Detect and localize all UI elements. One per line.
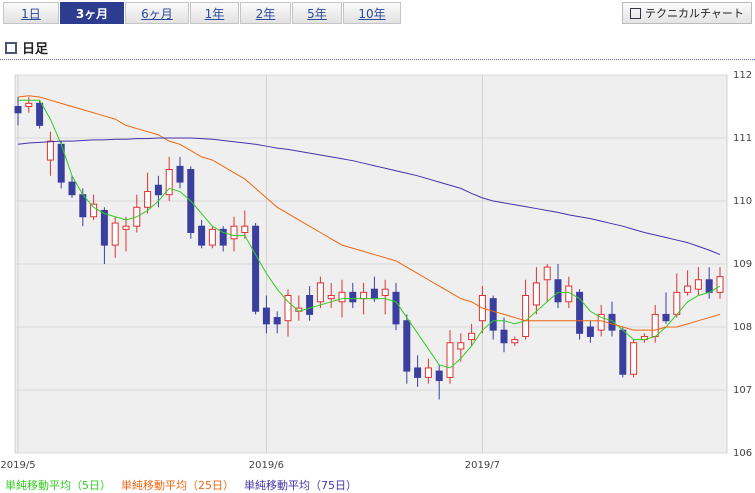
technical-chart-button[interactable]: テクニカルチャート	[622, 2, 752, 24]
moving-average-line	[17, 95, 721, 331]
y-tick-label: 108	[733, 322, 752, 333]
candle-body	[176, 165, 184, 183]
candle-body	[36, 102, 44, 126]
candle-body	[25, 102, 33, 107]
candle-body	[165, 169, 173, 196]
candle-body	[381, 288, 389, 297]
candle-body	[370, 288, 378, 300]
candle-body	[122, 225, 130, 230]
moving-average-line	[17, 137, 721, 256]
candle-body	[662, 313, 670, 322]
candle-body	[532, 282, 540, 306]
legend-entry: 単純移動平均（25日）	[121, 479, 234, 492]
y-tick-label: 107	[733, 385, 752, 396]
candle-body	[79, 194, 87, 218]
candle-body	[694, 279, 702, 290]
candle-body	[360, 291, 368, 300]
candle-body	[316, 282, 324, 303]
candle-body	[208, 228, 216, 246]
candle-body	[543, 266, 551, 281]
candle-body	[716, 276, 724, 293]
tab[interactable]: 1日	[3, 2, 59, 24]
candle-body	[241, 225, 249, 233]
tab[interactable]: 5年	[292, 2, 342, 24]
tab[interactable]: 1年	[190, 2, 239, 24]
tab[interactable]: 6ヶ月	[125, 2, 189, 24]
legend-entry: 単純移動平均（75日）	[244, 479, 357, 492]
legend-entry: 単純移動平均（5日）	[5, 479, 111, 492]
candle-body	[619, 329, 627, 375]
candle-body	[111, 222, 119, 246]
heading-icon	[5, 42, 17, 54]
tab[interactable]: 2年	[240, 2, 291, 24]
candle-body	[489, 298, 497, 331]
candle-body	[306, 295, 314, 315]
candle-body	[586, 326, 594, 337]
candle-body	[68, 181, 76, 196]
candle-body	[435, 370, 443, 382]
candle-body	[198, 225, 206, 246]
y-tick-label: 112	[733, 70, 752, 81]
y-tick-label: 110	[733, 196, 752, 207]
candle-body	[14, 106, 22, 114]
candle-body	[219, 228, 227, 246]
candle-body	[468, 332, 476, 341]
x-tick-label: 2019/5	[0, 460, 35, 471]
y-tick-label: 106	[733, 448, 752, 459]
candle-body	[403, 320, 411, 372]
candle-body	[705, 279, 713, 293]
candle-body	[511, 339, 519, 344]
tab[interactable]: 3ヶ月	[60, 2, 124, 24]
x-tick-label: 2019/6	[249, 460, 284, 471]
candle-body	[673, 291, 681, 315]
candle-body	[327, 295, 335, 300]
candle-body	[608, 313, 616, 331]
candle-body	[414, 367, 422, 378]
candle-body	[500, 329, 508, 344]
candle-body	[392, 291, 400, 325]
candle-body	[100, 209, 108, 246]
candle-body	[46, 140, 54, 161]
candle-body	[576, 291, 584, 334]
candle-body	[338, 291, 346, 303]
y-tick-label: 111	[733, 133, 752, 144]
candle-body	[154, 184, 162, 196]
candle-body	[252, 225, 260, 312]
candle-body	[262, 307, 270, 325]
candle-body	[597, 313, 605, 331]
x-tick-label: 2019/7	[465, 460, 500, 471]
candle-body	[284, 295, 292, 322]
y-tick-label: 109	[733, 259, 752, 270]
candle-body	[651, 313, 659, 337]
candle-body	[522, 295, 530, 337]
candle-body	[144, 191, 152, 208]
candle-body	[90, 203, 98, 218]
candle-body	[446, 342, 454, 378]
heading: 日足	[22, 42, 49, 57]
legend: 単純移動平均（5日） 単純移動平均（25日） 単純移動平均（75日）	[5, 477, 367, 493]
divider	[0, 59, 755, 60]
candle-body	[630, 342, 638, 375]
candle-body	[230, 225, 238, 240]
moving-average-line	[18, 99, 721, 369]
candle-body	[273, 317, 281, 325]
candle-body	[349, 291, 357, 303]
candle-body	[554, 279, 562, 303]
candle-body	[424, 367, 432, 378]
tab[interactable]: 10年	[343, 2, 401, 24]
candle-body	[457, 342, 465, 350]
candle-body	[684, 285, 692, 293]
